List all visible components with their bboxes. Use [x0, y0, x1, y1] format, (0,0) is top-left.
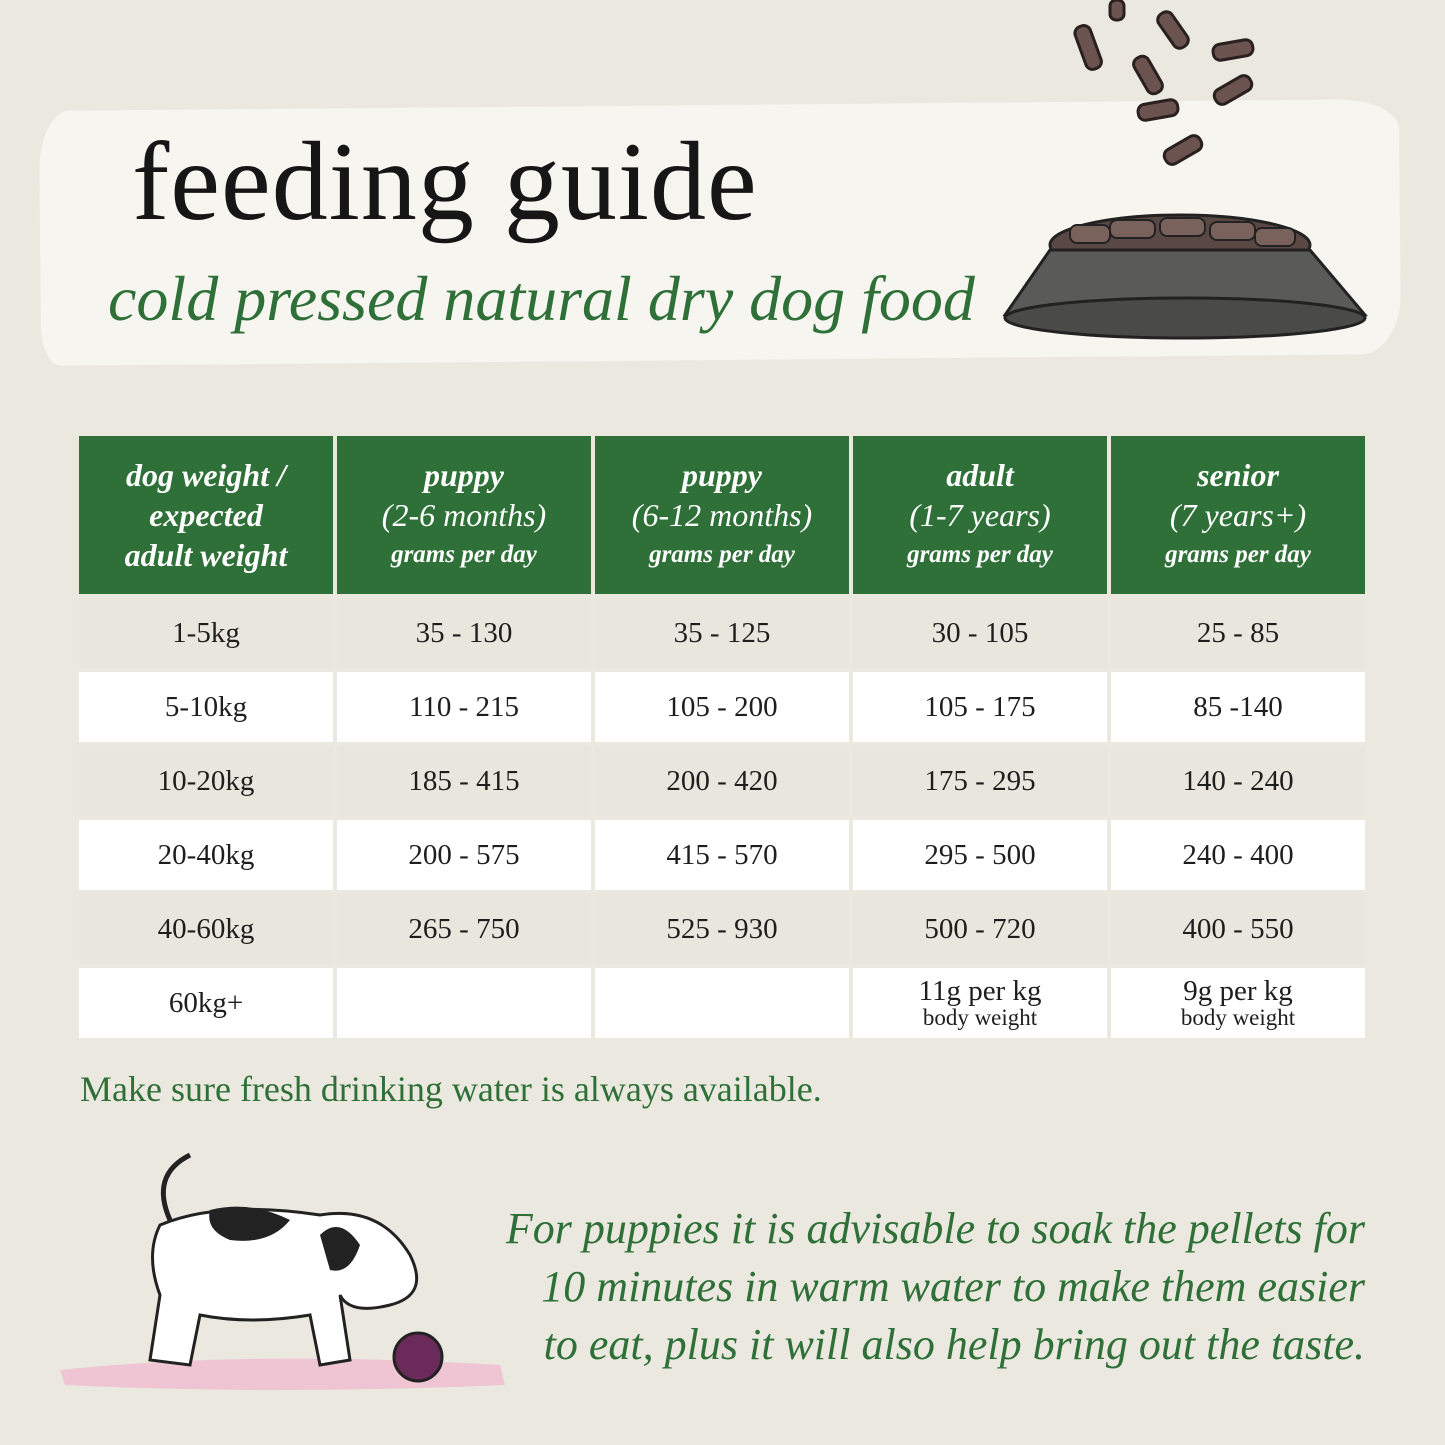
header-unit: grams per day	[391, 541, 537, 568]
header-unit: grams per day	[907, 541, 1053, 568]
cell-adult: 30 - 105	[853, 598, 1107, 668]
header-line: (6-12 months)	[631, 497, 813, 533]
cell-weight: 1-5kg	[79, 598, 333, 668]
cell-adult: 500 - 720	[853, 894, 1107, 964]
senior-rate: 9g per kg	[1183, 975, 1293, 1007]
header-line: adult	[946, 457, 1014, 493]
header-line: adult weight	[124, 537, 288, 573]
header-line: puppy	[682, 457, 762, 493]
cell-puppy-2-6: 110 - 215	[337, 672, 591, 742]
senior-rate-unit: body weight	[1180, 1005, 1296, 1030]
header-line: dog weight /	[125, 457, 286, 493]
page-subtitle: cold pressed natural dry dog food	[108, 263, 975, 334]
dog-food-bowl-illustration	[1002, 0, 1368, 340]
cell-puppy-6-12: 415 - 570	[595, 820, 849, 890]
cell-weight: 60kg+	[79, 968, 333, 1038]
water-note: Make sure fresh drinking water is always…	[80, 1069, 822, 1109]
cell-weight: 40-60kg	[79, 894, 333, 964]
cell-puppy-6-12: 200 - 420	[595, 746, 849, 816]
header-adult: adult (1-7 years) grams per day	[853, 436, 1107, 594]
header-unit: grams per day	[1165, 541, 1311, 568]
feeding-table: dog weight / expected adult weight puppy…	[79, 436, 1365, 1038]
cell-senior: 240 - 400	[1111, 820, 1365, 890]
adult-rate: 11g per kg	[918, 975, 1042, 1007]
cell-weight: 10-20kg	[79, 746, 333, 816]
cell-adult: 105 - 175	[853, 672, 1107, 742]
cell-puppy-6-12: 525 - 930	[595, 894, 849, 964]
header-line: (1-7 years)	[909, 497, 1051, 533]
header-weight: dog weight / expected adult weight	[79, 436, 333, 594]
cell-puppy-6-12: 105 - 200	[595, 672, 849, 742]
header-line: puppy	[424, 457, 504, 493]
tip-line: to eat, plus it will also help bring out…	[543, 1320, 1365, 1369]
cell-weight: 5-10kg	[79, 672, 333, 742]
tip-line: 10 minutes in warm water to make them ea…	[541, 1262, 1365, 1311]
puppy-with-ball-illustration	[60, 1152, 505, 1390]
header-line: expected	[149, 497, 263, 533]
cell-puppy-2-6: 35 - 130	[337, 598, 591, 668]
cell-senior: 140 - 240	[1111, 746, 1365, 816]
adult-rate-unit: body weight	[922, 1005, 1038, 1030]
cell-senior: 85 -140	[1111, 672, 1365, 742]
cell-puppy-6-12	[595, 968, 849, 1038]
cell-adult: 11g per kg body weight	[853, 968, 1107, 1038]
cell-puppy-6-12: 35 - 125	[595, 598, 849, 668]
cell-senior: 400 - 550	[1111, 894, 1365, 964]
cell-puppy-2-6	[337, 968, 591, 1038]
header-puppy-6-12: puppy (6-12 months) grams per day	[595, 436, 849, 594]
cell-senior: 9g per kg body weight	[1111, 968, 1365, 1038]
header-puppy-2-6: puppy (2-6 months) grams per day	[337, 436, 591, 594]
cell-weight: 20-40kg	[79, 820, 333, 890]
header-line: (7 years+)	[1169, 497, 1307, 533]
cell-adult: 175 - 295	[853, 746, 1107, 816]
cell-puppy-2-6: 265 - 750	[337, 894, 591, 964]
cell-puppy-2-6: 185 - 415	[337, 746, 591, 816]
cell-senior: 25 - 85	[1111, 598, 1365, 668]
cell-puppy-2-6: 200 - 575	[337, 820, 591, 890]
header-senior: senior (7 years+) grams per day	[1111, 436, 1365, 594]
header-line: senior	[1197, 457, 1279, 493]
header-line: (2-6 months)	[381, 497, 547, 533]
header-unit: grams per day	[649, 541, 795, 568]
page-title: feeding guide	[132, 120, 758, 244]
puppy-soaking-tip: For puppies it is advisable to soak the …	[465, 1200, 1365, 1374]
cell-adult: 295 - 500	[853, 820, 1107, 890]
tip-line: For puppies it is advisable to soak the …	[505, 1204, 1365, 1253]
